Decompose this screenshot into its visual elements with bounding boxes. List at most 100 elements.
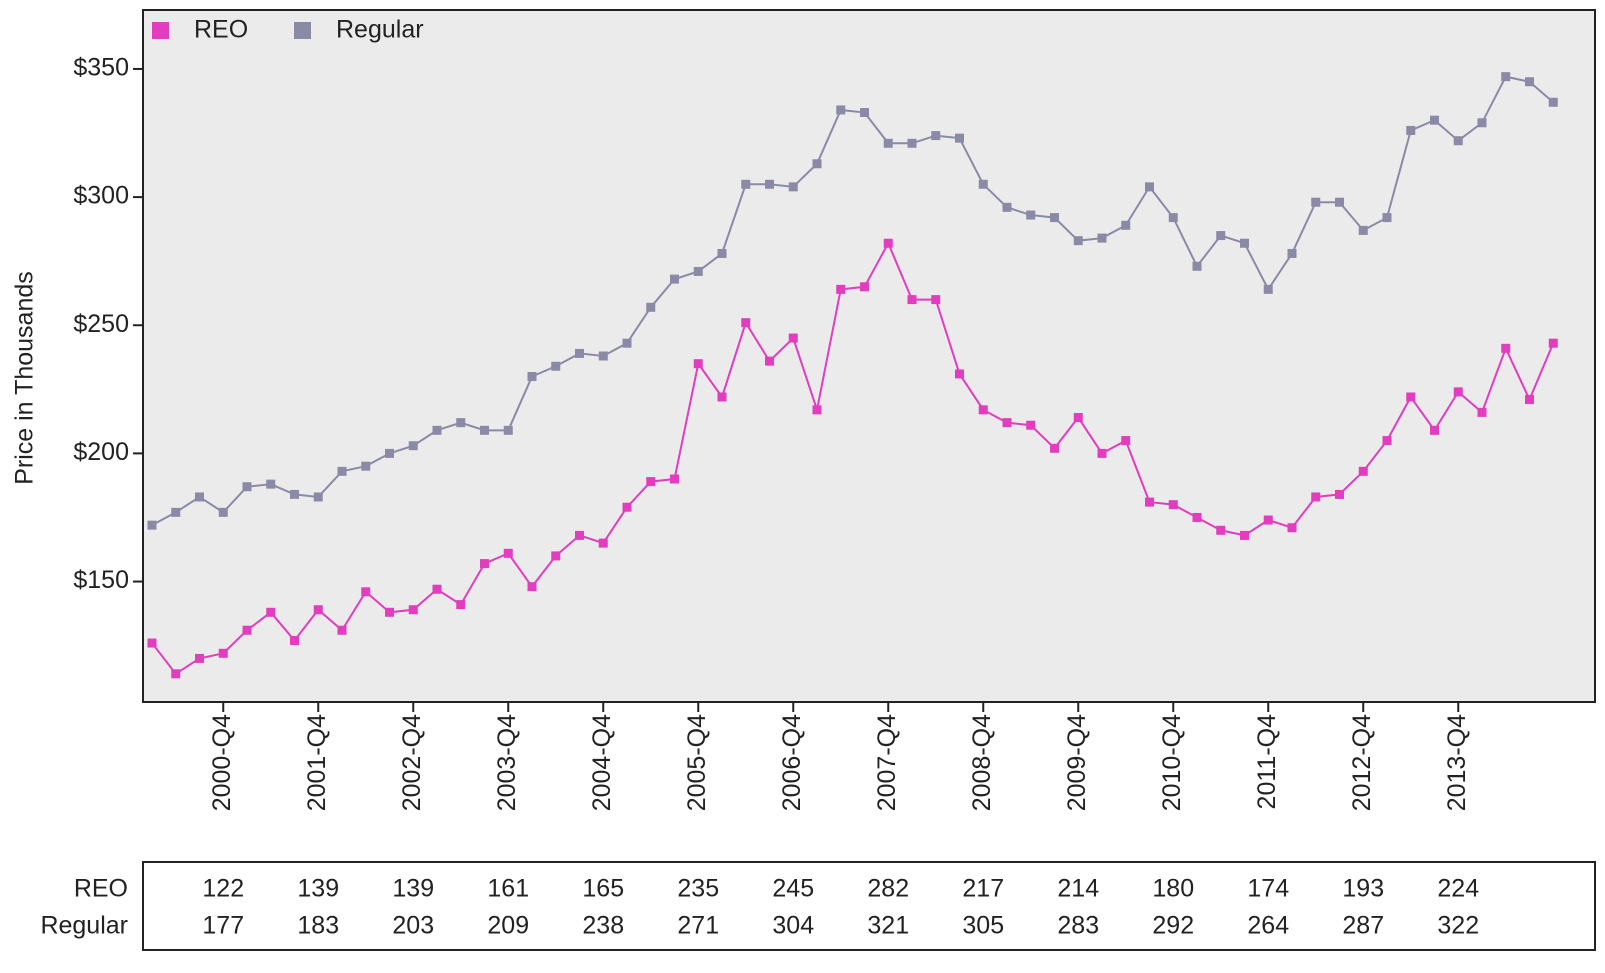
point (1002, 418, 1012, 428)
point (1097, 448, 1107, 458)
y-tick-label: $300 (73, 182, 129, 210)
point (1050, 213, 1059, 223)
table-value: 271 (677, 912, 719, 940)
point (1168, 213, 1178, 223)
point (1240, 238, 1249, 248)
x-tick-label: 2013-Q4 (1443, 714, 1471, 811)
point (1097, 233, 1107, 243)
table-value: 139 (392, 875, 434, 903)
point (812, 159, 822, 169)
point (290, 635, 299, 645)
point (670, 274, 679, 284)
point (503, 425, 513, 435)
point (836, 284, 846, 294)
point (646, 302, 656, 312)
point (480, 425, 489, 435)
point (955, 369, 964, 379)
legend-label: REO (194, 16, 248, 44)
point (337, 625, 347, 635)
point (1501, 72, 1511, 82)
table-value: 287 (1342, 912, 1384, 940)
point (313, 492, 323, 502)
table-value: 214 (1057, 875, 1099, 903)
point (788, 182, 798, 192)
x-tick-label: 2011-Q4 (1253, 714, 1281, 810)
table-value: 183 (297, 912, 339, 940)
point (1002, 202, 1012, 212)
point (313, 605, 323, 615)
table-value: 180 (1152, 875, 1194, 903)
point (717, 248, 727, 258)
table-value: 122 (202, 875, 244, 903)
point (1050, 443, 1059, 453)
point (1216, 525, 1226, 535)
point (290, 489, 299, 499)
point (1358, 466, 1368, 476)
legend-swatch (294, 22, 311, 39)
point (408, 605, 418, 615)
point (978, 179, 988, 189)
x-tick-label: 2003-Q4 (493, 714, 521, 811)
point (741, 318, 751, 328)
table-value: 165 (582, 875, 624, 903)
y-tick-label: $250 (73, 310, 129, 338)
point (1073, 413, 1083, 423)
point (907, 295, 917, 305)
table-value: 238 (582, 912, 624, 940)
point (622, 502, 632, 512)
point (1430, 425, 1439, 435)
point (1311, 197, 1321, 207)
point (1382, 213, 1392, 223)
table-value: 174 (1247, 875, 1289, 903)
point (551, 551, 561, 561)
table-value: 321 (867, 912, 909, 940)
point (1145, 497, 1154, 507)
point (503, 548, 513, 558)
x-tick-label: 2007-Q4 (873, 714, 901, 811)
point (147, 520, 157, 530)
x-tick-label: 2000-Q4 (208, 714, 236, 811)
point (836, 105, 846, 115)
point (1477, 118, 1487, 128)
point (883, 238, 893, 248)
point (1477, 407, 1487, 417)
point (361, 587, 371, 597)
table-row-label: REO (74, 875, 128, 903)
table-row-label: Regular (40, 912, 128, 940)
table-value: 235 (677, 875, 719, 903)
table-value: 245 (772, 875, 814, 903)
point (622, 338, 632, 348)
point (1453, 387, 1463, 397)
point (1430, 115, 1439, 125)
x-tick-label: 2005-Q4 (683, 714, 711, 811)
table-value: 193 (1342, 875, 1384, 903)
table-value: 217 (962, 875, 1004, 903)
point (1335, 489, 1344, 499)
table-value: 264 (1247, 912, 1289, 940)
point (242, 482, 252, 492)
y-tick-label: $200 (73, 438, 129, 466)
point (218, 648, 228, 658)
legend-swatch (152, 22, 169, 39)
point (1263, 515, 1273, 525)
x-tick-label: 2009-Q4 (1063, 714, 1091, 811)
point (1026, 420, 1036, 430)
point (693, 359, 703, 369)
point (1192, 261, 1202, 271)
point (527, 372, 537, 382)
plot-area (142, 9, 1596, 703)
point (978, 405, 988, 415)
point (432, 584, 442, 594)
point (1406, 125, 1416, 135)
x-tick-label: 2004-Q4 (588, 714, 616, 811)
point (1453, 136, 1463, 146)
table-value: 203 (392, 912, 434, 940)
point (456, 418, 466, 428)
point (575, 348, 584, 358)
point (1358, 225, 1368, 235)
point (147, 638, 157, 648)
point (432, 425, 442, 435)
point (931, 131, 941, 141)
